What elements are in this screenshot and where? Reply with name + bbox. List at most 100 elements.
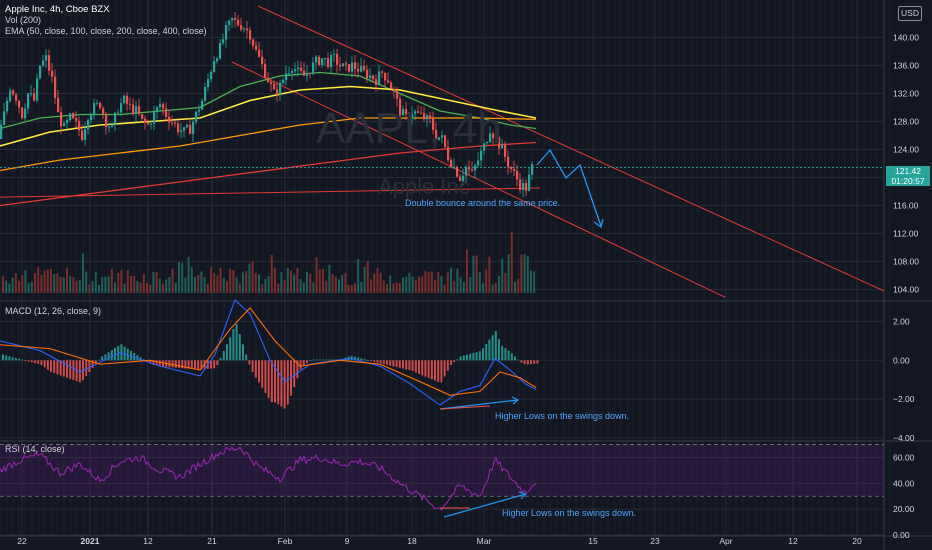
volume-bar bbox=[434, 279, 436, 293]
macd-histogram-bar bbox=[203, 360, 206, 370]
volume-bars bbox=[2, 232, 536, 293]
volume-indicator-label[interactable]: Vol (200) bbox=[5, 15, 42, 25]
candle-up bbox=[231, 18, 234, 21]
currency-button[interactable]: USD bbox=[898, 6, 922, 21]
macd-histogram-bar bbox=[8, 356, 11, 361]
candle-up bbox=[6, 100, 9, 112]
macd-legend[interactable]: MACD (12, 26, close, 9) bbox=[5, 306, 102, 316]
candle-down bbox=[363, 66, 366, 70]
macd-histogram-bar bbox=[475, 352, 478, 361]
candle-up bbox=[180, 130, 183, 133]
candle-up bbox=[438, 137, 441, 140]
macd-histogram-bar bbox=[46, 360, 49, 370]
candle-up bbox=[195, 111, 198, 122]
candle-up bbox=[204, 87, 207, 101]
macd-histogram-bar bbox=[98, 359, 100, 361]
macd-histogram-bar bbox=[59, 360, 62, 376]
symbol-title[interactable]: Apple Inc, 4h, Cboe BZX bbox=[5, 4, 110, 15]
candle-down bbox=[456, 166, 459, 177]
macd-histogram-bar bbox=[139, 357, 142, 361]
candle-down bbox=[237, 19, 240, 26]
macd-axis-label: 2.00 bbox=[893, 316, 910, 326]
macd-histogram-bar bbox=[315, 359, 318, 361]
macd-histogram-bar bbox=[126, 348, 129, 361]
macd-annotation[interactable]: Higher Lows on the swings down. bbox=[495, 411, 630, 421]
macd-histogram-bar bbox=[85, 360, 88, 377]
volume-bar bbox=[11, 277, 14, 293]
volume-bar bbox=[123, 283, 126, 293]
candle-down bbox=[492, 133, 495, 139]
macd-histogram-bar bbox=[174, 360, 177, 368]
candle-up bbox=[321, 58, 324, 66]
candle-down bbox=[54, 76, 57, 99]
price-annotation[interactable]: Double bounce around the same price. bbox=[405, 198, 561, 208]
candle-up bbox=[117, 112, 120, 114]
macd-histogram-bar bbox=[53, 360, 56, 374]
volume-bar bbox=[283, 280, 286, 293]
volume-bar bbox=[232, 270, 235, 293]
volume-bar bbox=[498, 276, 500, 293]
macd-histogram-bar bbox=[520, 360, 523, 363]
volume-bar bbox=[504, 273, 507, 293]
volume-bar bbox=[194, 277, 196, 293]
volume-bar bbox=[206, 284, 209, 293]
rsi-annotation[interactable]: Higher Lows on the swings down. bbox=[502, 508, 637, 518]
price-axis-label: 104.00 bbox=[893, 285, 919, 295]
volume-bar bbox=[178, 262, 180, 293]
candle-down bbox=[372, 75, 375, 80]
candle-up bbox=[531, 164, 534, 175]
volume-bar bbox=[203, 277, 206, 293]
macd-histogram-bar bbox=[178, 360, 180, 368]
macd-histogram-bar bbox=[264, 360, 267, 393]
volume-bar bbox=[491, 284, 494, 293]
macd-histogram-bar bbox=[414, 360, 417, 373]
volume-bar bbox=[389, 275, 392, 293]
candle-down bbox=[396, 91, 399, 99]
candle-up bbox=[453, 166, 456, 168]
projection-arrowhead bbox=[593, 218, 604, 229]
macd-histogram-bar bbox=[507, 350, 510, 361]
macd-histogram-bar bbox=[405, 360, 408, 370]
volume-bar bbox=[27, 282, 30, 293]
macd-histogram-bar bbox=[14, 358, 17, 361]
macd-histogram-bar bbox=[462, 355, 465, 361]
volume-bar bbox=[462, 281, 465, 293]
macd-histogram-bar bbox=[526, 360, 529, 365]
rsi-legend[interactable]: RSI (14, close) bbox=[5, 444, 65, 454]
ema-indicator-label[interactable]: EMA (50, close, 100, close, 200, close, … bbox=[5, 26, 207, 36]
volume-bar bbox=[158, 278, 161, 293]
candle-down bbox=[354, 62, 357, 69]
candle-down bbox=[264, 64, 267, 78]
candle-up bbox=[243, 28, 246, 30]
volume-bar bbox=[293, 274, 296, 293]
macd-line bbox=[0, 299, 537, 406]
price-axis-label: 116.00 bbox=[893, 201, 919, 211]
volume-bar bbox=[251, 260, 254, 293]
candle-down bbox=[255, 45, 258, 50]
candle-up bbox=[84, 129, 87, 141]
candle-down bbox=[129, 103, 132, 105]
rsi-band-fill bbox=[0, 444, 884, 497]
candle-up bbox=[69, 113, 72, 121]
volume-bar bbox=[210, 267, 212, 293]
candle-down bbox=[447, 146, 450, 161]
candle-up bbox=[285, 73, 288, 80]
macd-histogram-bar bbox=[213, 360, 216, 369]
volume-bar bbox=[312, 282, 315, 293]
volume-bar bbox=[370, 279, 372, 293]
candle-up bbox=[30, 93, 33, 95]
volume-bar bbox=[350, 284, 353, 293]
candle-down bbox=[429, 115, 432, 119]
volume-bar bbox=[56, 273, 59, 293]
volume-bar bbox=[149, 284, 152, 293]
volume-bar bbox=[110, 268, 113, 293]
volume-bar bbox=[274, 267, 276, 293]
volume-bar bbox=[475, 255, 478, 293]
volume-bar bbox=[430, 271, 433, 293]
macd-histogram-bar bbox=[286, 360, 289, 405]
macd-histogram-bar bbox=[216, 360, 219, 366]
macd-histogram-bar bbox=[437, 360, 440, 382]
volume-bar bbox=[43, 271, 46, 293]
volume-bar bbox=[421, 276, 424, 293]
